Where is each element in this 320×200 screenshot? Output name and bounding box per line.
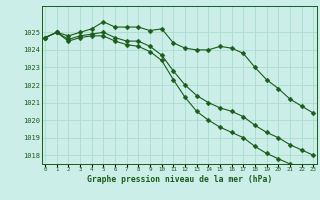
X-axis label: Graphe pression niveau de la mer (hPa): Graphe pression niveau de la mer (hPa) [87,175,272,184]
